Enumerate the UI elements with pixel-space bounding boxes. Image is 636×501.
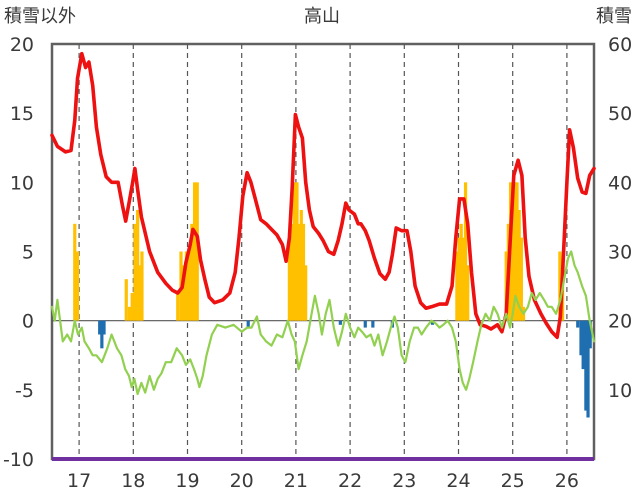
x-tick-label: 22: [338, 470, 362, 492]
x-tick-label: 17: [67, 470, 91, 492]
bar-yellow: [140, 251, 144, 321]
y-right-tick-label: 30: [608, 242, 632, 264]
y-left-tick-label: -10: [3, 449, 34, 471]
bar-yellow: [182, 265, 186, 321]
bar-yellow: [184, 251, 189, 321]
y-right-tick-label: 20: [608, 311, 632, 333]
bar-yellow: [136, 210, 140, 321]
bar-yellow: [133, 223, 137, 321]
bar-yellow: [287, 237, 291, 321]
bar-blue: [430, 320, 435, 325]
series-line-green: [50, 250, 596, 396]
bar-yellow: [124, 279, 128, 321]
bar-yellow: [195, 182, 199, 321]
bar-blue: [579, 320, 583, 356]
bar-yellow: [127, 306, 132, 321]
bar-yellow: [304, 265, 308, 321]
bar-blue: [98, 320, 102, 335]
bar-yellow: [455, 251, 459, 321]
bar-blue: [371, 320, 375, 328]
y-left-tick-label: 15: [10, 103, 34, 125]
y-right-tick-label: 50: [608, 103, 632, 125]
bar-blue: [584, 320, 588, 411]
y-right-tick-label: 10: [608, 380, 632, 402]
bar-yellow: [190, 223, 194, 321]
bar-yellow: [73, 223, 77, 321]
bar-blue: [102, 320, 106, 335]
bar-blue: [588, 320, 592, 349]
bar-blue: [586, 320, 590, 418]
bar-blue: [246, 320, 250, 328]
y-left-tick-label: 10: [10, 172, 34, 194]
bar-yellow: [297, 223, 301, 321]
bar-yellow: [75, 251, 80, 321]
bar-blue: [581, 320, 585, 370]
bar-yellow: [192, 182, 197, 321]
x-tick-label: 23: [392, 470, 416, 492]
x-tick-label: 21: [284, 470, 308, 492]
right-axis-title: 積雪: [596, 6, 632, 27]
bar-yellow: [187, 251, 191, 321]
left-axis-title: 積雪以外: [4, 6, 76, 27]
x-tick-label: 20: [230, 470, 254, 492]
bar-yellow: [517, 210, 521, 321]
bar-yellow: [459, 223, 463, 321]
bar-yellow: [457, 237, 461, 321]
x-tick-label: 19: [175, 470, 199, 492]
bar-blue: [363, 320, 367, 328]
bar-yellow: [301, 223, 306, 321]
y-left-tick-label: -5: [15, 380, 34, 402]
bar-yellow: [513, 182, 517, 321]
bar-yellow: [558, 251, 562, 321]
bar-yellow: [463, 182, 468, 321]
chart-title: 高山: [304, 6, 340, 27]
x-tick-label: 18: [121, 470, 145, 492]
bar-blue: [576, 320, 580, 328]
y-left-tick-label: 20: [10, 34, 34, 56]
bar-yellow: [461, 237, 465, 321]
bar-yellow: [515, 182, 519, 321]
y-left-tick-label: 5: [22, 242, 34, 264]
bar-yellow: [130, 293, 134, 321]
y-right-tick-label: 60: [608, 34, 632, 56]
bar-yellow: [292, 182, 296, 321]
x-tick-label: 25: [501, 470, 525, 492]
bar-yellow: [519, 237, 523, 321]
x-tick-label: 24: [446, 470, 470, 492]
series-line-red: [50, 51, 596, 340]
bar-yellow: [176, 293, 180, 321]
bar-yellow: [138, 265, 142, 321]
y-left-tick-label: 0: [22, 311, 34, 333]
x-tick-label: 26: [555, 470, 579, 492]
bar-yellow: [511, 182, 515, 321]
bar-yellow: [299, 210, 303, 321]
bar-yellow: [466, 265, 470, 321]
series-lines: [50, 51, 596, 396]
bar-yellow: [295, 182, 299, 321]
bar-yellow: [289, 223, 294, 321]
y-right-tick-label: 40: [608, 172, 632, 194]
bar-blue: [100, 320, 104, 349]
bar-blue: [338, 320, 342, 325]
